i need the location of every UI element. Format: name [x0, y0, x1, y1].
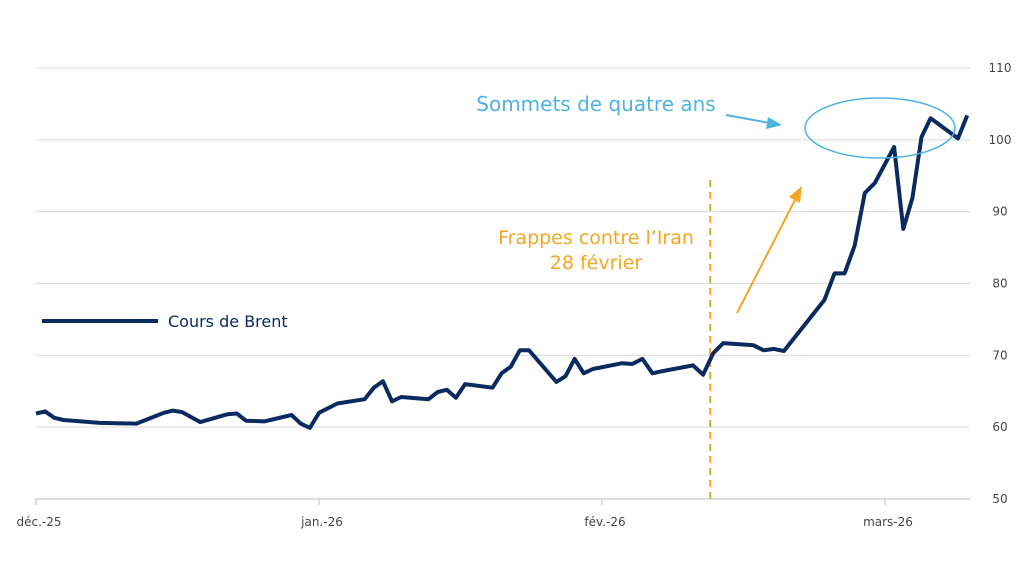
peak-arrow	[725, 114, 771, 124]
legend-label: Cours de Brent	[168, 312, 288, 331]
y-tick-label: 50	[992, 492, 1007, 506]
gridlines	[36, 67, 970, 500]
y-tick-label: 70	[992, 348, 1007, 362]
y-axis-ticks: 50 60 70 80 90 100 110	[989, 61, 1012, 506]
rise-arrow-head	[789, 186, 802, 203]
peak-arrow-head	[766, 117, 782, 129]
peak-highlight-ellipse	[804, 97, 956, 159]
strike-annotation-line2: 28 février	[550, 252, 643, 274]
series-line-brent	[35, 114, 970, 430]
x-tick-label: jan.-26	[300, 515, 343, 529]
peak-annotation: Sommets de quatre ans	[476, 92, 715, 116]
rise-arrow	[736, 197, 797, 314]
y-tick-label: 100	[989, 133, 1012, 147]
y-tick-label: 80	[992, 277, 1007, 291]
y-tick-label: 90	[992, 205, 1007, 219]
y-tick-label: 110	[989, 61, 1012, 75]
data-points	[35, 115, 968, 428]
strike-annotation-line1: Frappes contre l’Iran	[498, 227, 694, 249]
x-tick-label: déc.-25	[16, 515, 61, 529]
y-tick-label: 60	[992, 420, 1007, 434]
x-tick-label: fév.-26	[584, 515, 625, 529]
x-tick-label: mars-26	[863, 515, 913, 529]
x-axis-ticks: déc.-25 jan.-26 fév.-26 mars-26	[16, 499, 913, 529]
